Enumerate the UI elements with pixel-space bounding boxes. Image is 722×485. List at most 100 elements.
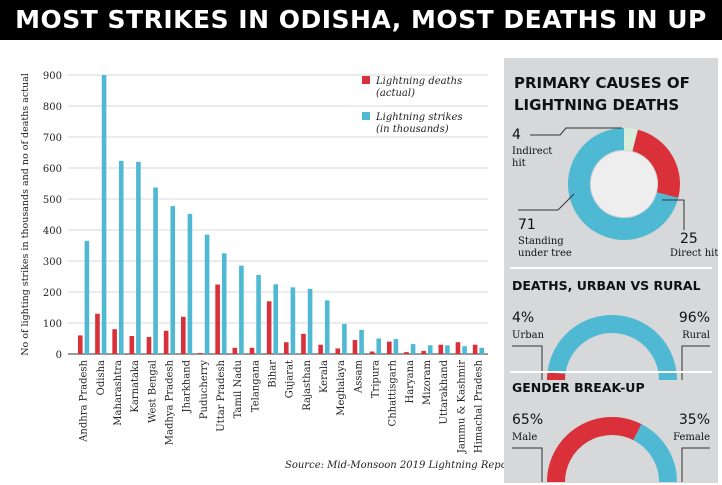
bar-deaths — [129, 336, 135, 354]
bar-strikes — [427, 345, 433, 354]
bar-deaths — [249, 347, 255, 354]
x-tick-label: Mizoram — [422, 359, 433, 404]
bar-strikes — [118, 160, 124, 354]
bar-deaths — [284, 342, 289, 354]
x-tick-label: Rajasthan — [302, 359, 313, 410]
bar-strikes — [376, 338, 382, 354]
x-tick-label: Andhra Pradesh — [79, 359, 90, 442]
donut-hole — [591, 151, 657, 217]
x-tick-label: Jammu & Kashmir — [456, 360, 467, 454]
bar-deaths — [215, 284, 220, 354]
bar-strikes — [445, 345, 450, 354]
bar-deaths — [78, 335, 83, 354]
y-tick-label: 400 — [43, 226, 62, 237]
y-axis-label: No of lighting strikes in thousands and … — [20, 73, 31, 356]
x-tick-label: Gujarat — [285, 360, 296, 398]
x-tick-label: Meghalaya — [336, 360, 347, 416]
direct-leader — [662, 199, 685, 230]
urban-arc-right — [547, 315, 677, 381]
bar-deaths — [318, 344, 323, 354]
bar-strikes — [393, 339, 399, 354]
x-tick-label: Tripura — [370, 360, 381, 398]
y-tick-label: 900 — [43, 71, 62, 82]
x-tick-label: West Bengal — [147, 360, 158, 423]
bar-strikes — [204, 234, 210, 354]
y-tick-label: 700 — [43, 133, 62, 144]
causes-title-2: LIGHTNING DEATHS — [514, 96, 679, 114]
bar-strikes — [187, 213, 193, 354]
bar-strikes — [153, 187, 158, 354]
bar-deaths — [198, 353, 203, 354]
gender-title: GENDER BREAK-UP — [512, 380, 645, 395]
headline: MOST STRIKES IN ODISHA, MOST DEATHS IN U… — [0, 0, 722, 40]
y-tick-label: 0 — [56, 350, 62, 361]
legend-label-strikes: Lightning strikes — [375, 112, 463, 123]
bar-strikes — [239, 265, 244, 354]
y-tick-label: 100 — [43, 319, 62, 330]
gender-right-value: 35% — [679, 412, 710, 428]
x-tick-label: Bihar — [267, 360, 278, 388]
bar-strikes — [101, 75, 107, 354]
tree-label: Standing — [518, 236, 564, 247]
direct-label: Direct hit — [670, 248, 718, 259]
bar-strikes — [273, 284, 279, 354]
bar-deaths — [455, 342, 461, 354]
urban-leader-left — [512, 345, 543, 380]
bar-deaths — [301, 333, 306, 354]
legend-swatch-deaths — [362, 76, 370, 84]
gender-leader-left — [512, 447, 543, 482]
gender-left-value: 65% — [512, 412, 543, 428]
side-panel-charts: PRIMARY CAUSES OF LIGHTNING DEATHS 4 Indire… — [510, 74, 718, 483]
source-note: Source: Mid-Monsoon 2019 Lightning Repor… — [285, 460, 516, 471]
x-tick-label: Jharkhand — [182, 359, 193, 413]
bar-strikes — [170, 206, 176, 354]
urban-right-label: Rural — [682, 330, 710, 341]
tree-leader — [518, 193, 575, 211]
bar-deaths — [438, 344, 444, 354]
bar-deaths — [421, 350, 426, 354]
bar-strikes — [136, 161, 141, 354]
indirect-label-2: hit — [512, 158, 526, 169]
legend-label-deaths-sub: (actual) — [376, 88, 415, 99]
bar-deaths — [387, 341, 392, 354]
bar-strikes — [410, 344, 416, 354]
gender-right-label: Female — [673, 432, 710, 443]
donut-slice — [623, 128, 638, 152]
tree-label-2: under tree — [518, 248, 572, 259]
x-tick-label: Assam — [353, 359, 364, 393]
indirect-leader — [530, 127, 622, 136]
causes-title: PRIMARY CAUSES OF — [514, 74, 690, 92]
x-tick-label: Odisha — [96, 360, 107, 395]
x-tick-label: Madhya Pradesh — [164, 359, 175, 445]
gender-left-label: Male — [512, 432, 537, 443]
bar-deaths — [112, 329, 117, 354]
y-tick-label: 200 — [43, 288, 62, 299]
x-tick-label: Uttarakhand — [439, 359, 450, 424]
x-tick-label: Himachal Pradesh — [473, 359, 484, 453]
gender-arc-right — [632, 424, 677, 483]
y-tick-label: 300 — [43, 257, 62, 268]
bar-deaths — [95, 313, 100, 354]
bar-strikes — [290, 287, 296, 354]
bar-deaths — [404, 352, 409, 354]
x-tick-label: Puducherry — [199, 360, 210, 420]
x-tick-label: Kerala — [319, 360, 330, 393]
indirect-value: 4 — [512, 127, 521, 143]
urban-leader-right — [681, 345, 710, 380]
bar-strikes — [256, 274, 261, 354]
legend-swatch-strikes — [362, 112, 370, 120]
causes-panel: PRIMARY CAUSES OF LIGHTNING DEATHS 4 Indire… — [504, 58, 718, 483]
x-tick-label: Tamil Nadu — [233, 359, 244, 418]
urban-left-value: 4% — [512, 310, 534, 326]
gender-leader-right — [681, 447, 710, 482]
direct-value: 25 — [680, 231, 698, 247]
y-tick-label: 500 — [43, 195, 62, 206]
urban-left-label: Urban — [512, 330, 545, 341]
legend-label-deaths: Lightning deaths — [375, 76, 462, 87]
x-tick-label: Karnataka — [130, 360, 141, 413]
bar-deaths — [181, 316, 186, 354]
bar-strikes — [359, 329, 364, 354]
y-tick-label: 800 — [43, 102, 62, 113]
x-tick-label: Chhattisgarh — [388, 359, 399, 426]
bar-strikes — [479, 347, 485, 354]
